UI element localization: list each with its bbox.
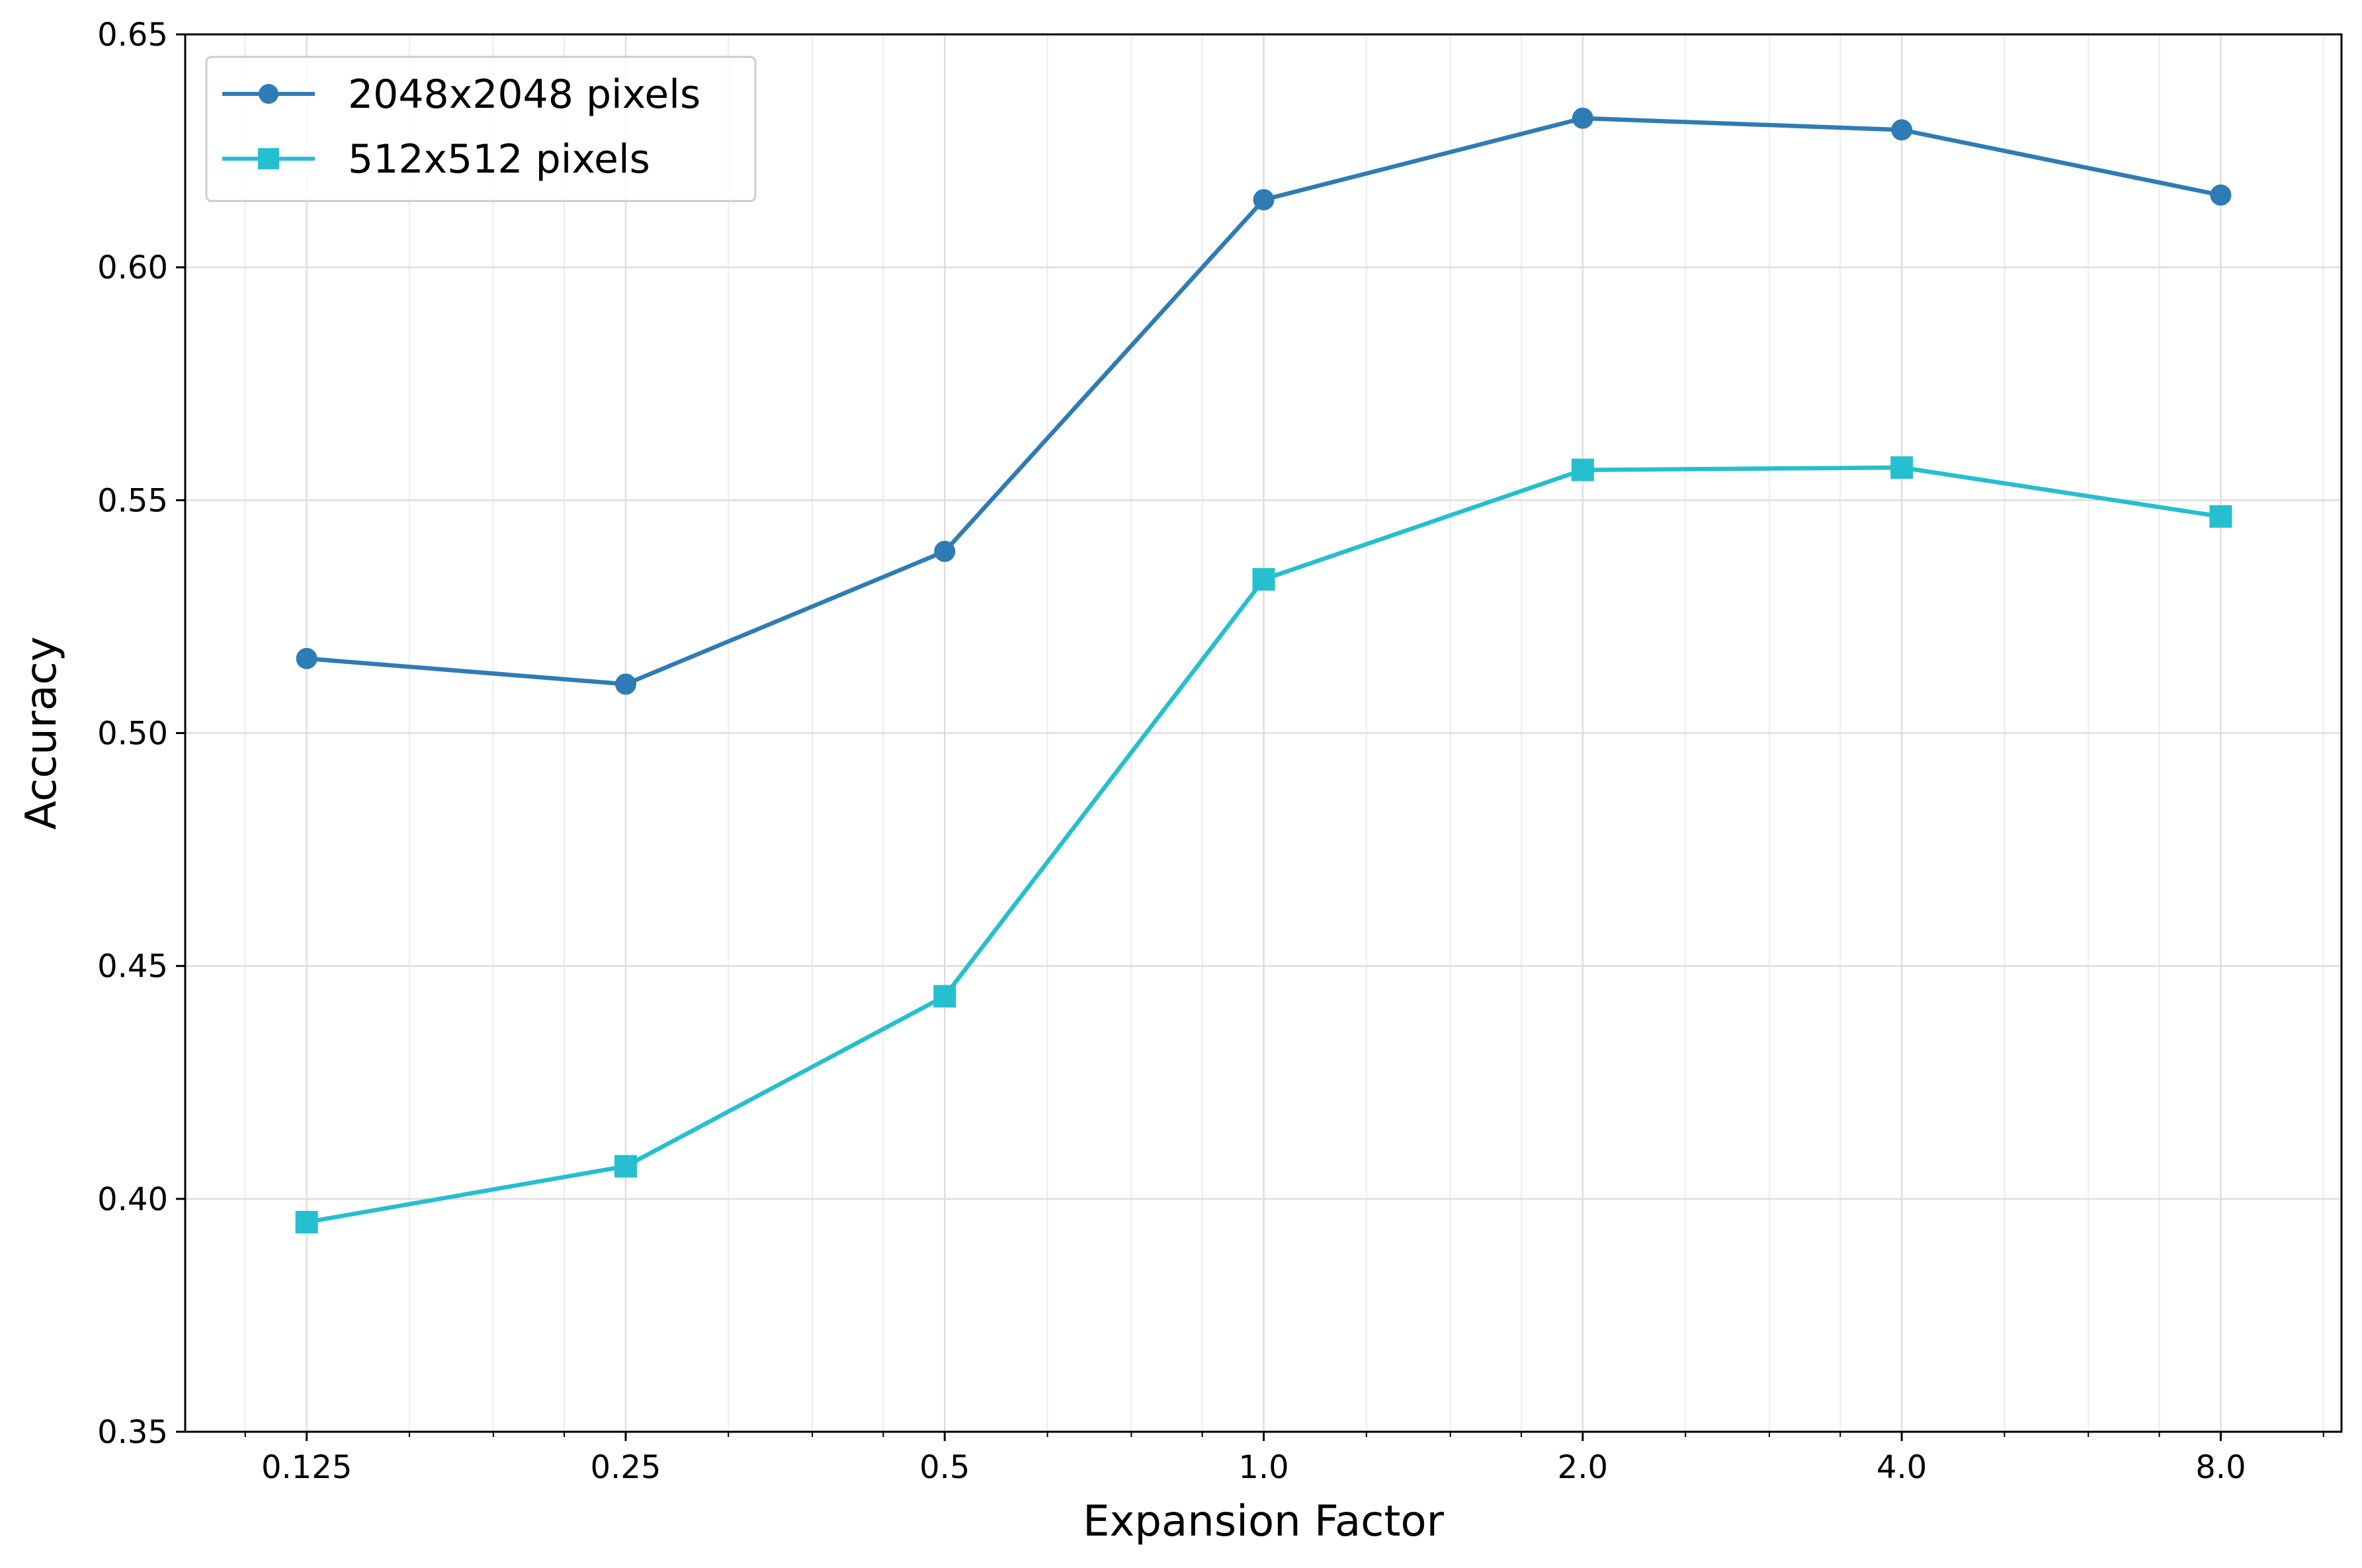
data-point-512 — [2209, 505, 2232, 528]
x-tick-label: 0.25 — [591, 1449, 661, 1486]
y-axis-label: Accuracy — [17, 636, 66, 829]
y-tick-label: 0.50 — [97, 716, 168, 753]
data-point-2048 — [614, 673, 636, 695]
data-point-512 — [1890, 456, 1914, 479]
x-tick-label: 0.5 — [919, 1449, 970, 1486]
legend-label-2048: 2048x2048 pixels — [348, 71, 700, 118]
y-tick-label: 0.60 — [97, 249, 168, 286]
y-tick-label: 0.45 — [97, 948, 168, 985]
grid-lines — [185, 33, 2341, 1433]
data-point-2048 — [296, 647, 317, 669]
data-point-2048 — [1253, 189, 1275, 211]
data-point-2048 — [1572, 107, 1593, 129]
y-tick-label: 0.40 — [97, 1181, 168, 1218]
y-tick-label: 0.55 — [97, 482, 168, 519]
data-point-2048 — [934, 540, 956, 562]
data-point-512 — [614, 1155, 637, 1178]
data-point-512 — [295, 1211, 318, 1234]
x-tick-label: 0.125 — [261, 1449, 352, 1486]
data-point-512 — [1571, 458, 1594, 481]
data-series — [295, 107, 2232, 1234]
y-tick-label: 0.35 — [97, 1414, 168, 1451]
data-point-512 — [933, 985, 956, 1008]
x-tick-label: 2.0 — [1558, 1449, 1608, 1486]
data-point-2048 — [2210, 184, 2232, 206]
y-tick-label: 0.65 — [97, 17, 168, 54]
legend-marker-square — [258, 148, 279, 169]
x-axis-label: Expansion Factor — [1083, 1497, 1445, 1546]
legend-box — [205, 56, 757, 202]
legend-label-512: 512x512 pixels — [348, 136, 650, 183]
x-tick-label: 8.0 — [2195, 1449, 2246, 1486]
x-tick-label: 1.0 — [1238, 1449, 1288, 1486]
legend: 2048x2048 pixels 512x512 pixels — [205, 56, 757, 202]
data-point-2048 — [1891, 119, 1913, 141]
x-tick-label: 4.0 — [1877, 1449, 1927, 1486]
legend-marker-circle — [259, 84, 278, 104]
axis-ticks: 0.125 0.25 0.5 1.0 2.0 4.0 8.0 0.35 0.40 0.45 0.50… — [97, 17, 2324, 1486]
data-point-512 — [1252, 568, 1275, 591]
